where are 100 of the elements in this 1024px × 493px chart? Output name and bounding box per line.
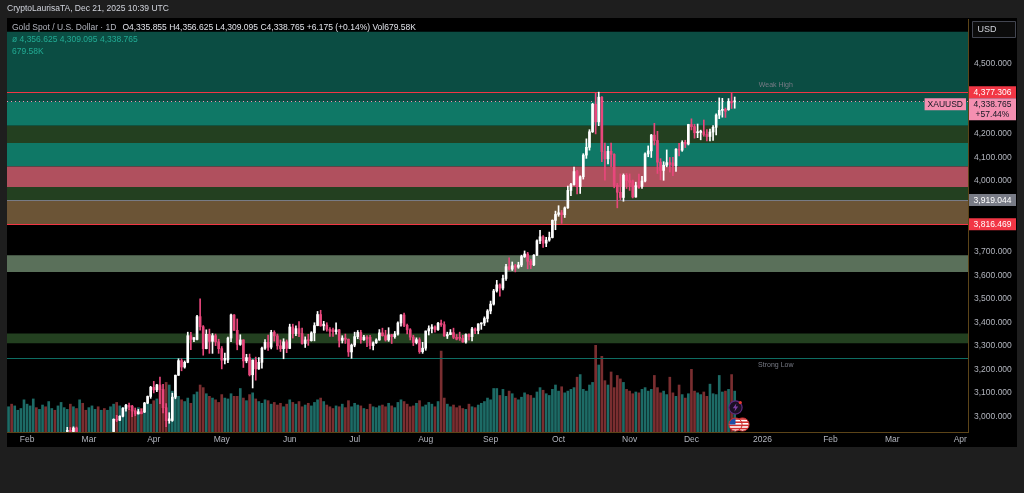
bar [279, 402, 282, 432]
bar [31, 398, 35, 432]
y-tick-label: 4,100.000 [974, 151, 1013, 162]
candlestick [415, 337, 418, 345]
annotation: XAUUSD [927, 99, 964, 109]
candlestick [625, 173, 628, 189]
bar [458, 405, 462, 432]
candlestick [347, 338, 350, 357]
candlestick [594, 92, 597, 135]
candlestick [245, 353, 248, 364]
bar [622, 382, 625, 432]
bar [653, 375, 656, 432]
y-tick-label: 4,000.000 [974, 175, 1013, 186]
bar [551, 389, 554, 432]
ref-line-label: 3,816.469 [973, 219, 1012, 230]
bar [483, 401, 486, 432]
bar [421, 406, 424, 432]
bar [384, 406, 387, 432]
x-tick-label: Nov [622, 434, 638, 445]
candlestick [276, 333, 279, 350]
bar [446, 403, 449, 432]
x-tick-label: Apr [147, 434, 161, 445]
bar [81, 402, 85, 432]
bar [495, 388, 499, 432]
ref-line-label: 3,919.044 [973, 194, 1012, 205]
bar [619, 378, 622, 432]
bar [310, 405, 313, 432]
ref-line-label: 4,377.306 [973, 87, 1012, 97]
y-axis-title: USD [977, 23, 997, 34]
candlestick [242, 339, 245, 368]
y-tick-label: 4,500.000 [974, 57, 1013, 68]
x-tick-label: Sep [483, 434, 499, 445]
bar [109, 406, 112, 432]
bar [238, 388, 242, 432]
candlestick [526, 252, 529, 270]
candlestick [137, 409, 140, 415]
bar [687, 393, 690, 432]
x-tick-label: Oct [551, 434, 566, 445]
candlestick [285, 339, 288, 353]
bar [186, 397, 190, 432]
candlestick [72, 426, 75, 432]
bar [717, 375, 721, 432]
candlestick [381, 327, 384, 337]
candlestick [696, 123, 699, 138]
x-tick-label: Dec [683, 434, 700, 445]
candlestick [683, 139, 687, 148]
x-tick-label: Mar [884, 434, 900, 445]
bar [183, 401, 187, 432]
candlestick [446, 331, 449, 339]
candlestick [727, 98, 730, 111]
y-tick-label: 3,600.000 [974, 269, 1013, 280]
candlestick [560, 210, 563, 224]
candlestick [204, 329, 208, 350]
bar [313, 402, 316, 432]
x-tick-label: 2026 [753, 434, 773, 445]
chart-subtitle: CryptoLaurisaTA, Dec 21, 2025 10:39 UTC [7, 3, 169, 14]
x-tick-label: Feb [823, 434, 839, 445]
candlestick [721, 98, 724, 118]
bar [204, 393, 208, 432]
x-tick-label: Jul [349, 434, 361, 445]
bar [479, 402, 483, 432]
bar [594, 345, 597, 432]
bar [560, 386, 563, 432]
bar [47, 401, 51, 432]
x-tick-label: Mar [81, 434, 97, 445]
bar [492, 388, 496, 432]
candlestick [384, 329, 387, 342]
bar [625, 389, 628, 432]
y-tick-label: 3,300.000 [974, 340, 1013, 351]
bar [350, 406, 353, 432]
candlestick [378, 329, 381, 341]
y-tick-label: 3,000.000 [974, 410, 1013, 421]
bar [455, 407, 458, 432]
x-tick-label: Apr [953, 434, 968, 445]
x-tick-label: Aug [418, 434, 434, 445]
candlestick [622, 173, 625, 202]
bar [353, 402, 356, 432]
bar [387, 402, 390, 432]
y-tick-label: 3,100.000 [974, 387, 1013, 398]
bar [78, 399, 81, 432]
bar [690, 369, 693, 432]
candlestick [687, 123, 690, 146]
candlestick [75, 426, 78, 432]
annotation: O4,335.855 H4,356.625 L4,309.095 C4,338.765 +6.175 (+0.14%) Vol679.58K [122, 22, 417, 33]
y-tick-label: 4,200.000 [974, 128, 1013, 139]
bar [668, 376, 672, 432]
candlestick [140, 408, 143, 415]
annotation: 679.58K [12, 46, 44, 57]
bar [665, 394, 669, 432]
candlestick [449, 329, 452, 336]
candlestick [208, 328, 211, 354]
chart-title: Gold Spot / U.S. Dollar · 1D [12, 22, 117, 33]
bar [649, 389, 653, 432]
bar [13, 405, 17, 432]
y-tick-label: 3,200.000 [974, 363, 1013, 374]
bar [276, 404, 279, 432]
candlestick [418, 337, 421, 354]
candlestick [452, 327, 455, 340]
candlestick [702, 119, 706, 137]
bar [615, 375, 619, 432]
